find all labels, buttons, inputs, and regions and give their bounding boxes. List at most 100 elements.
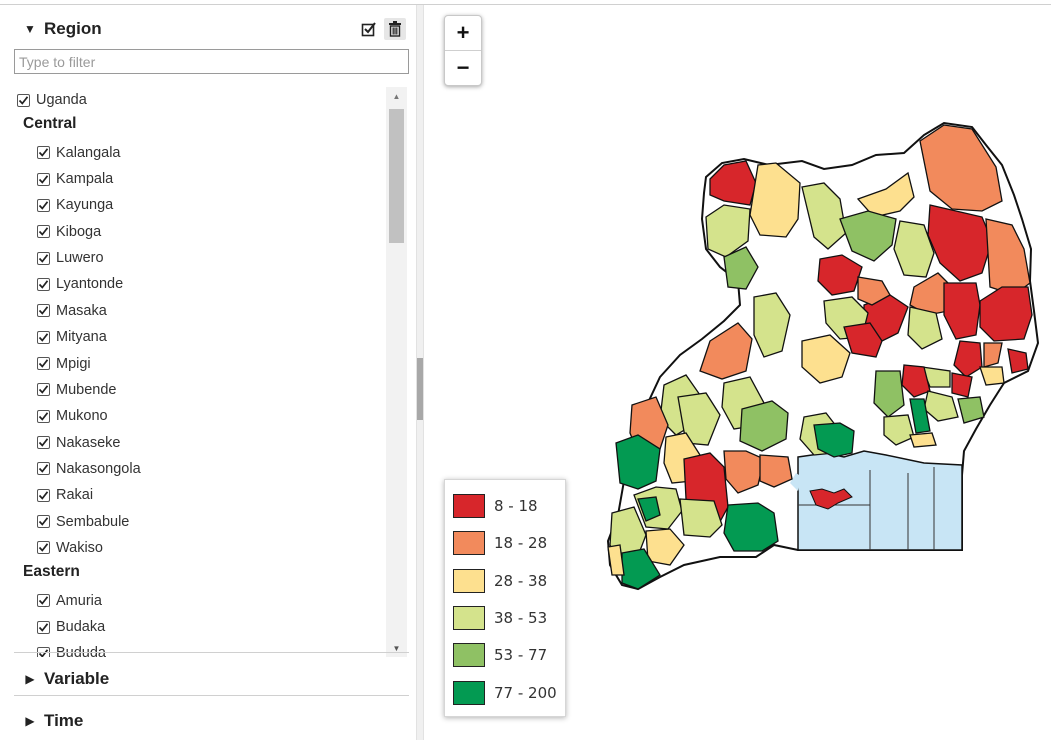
- district-shape[interactable]: [901, 364, 931, 398]
- district-shape[interactable]: [857, 276, 891, 306]
- checkbox[interactable]: [37, 594, 50, 608]
- region-item-lyantonde[interactable]: Lyantonde: [37, 274, 123, 294]
- region-filter-input[interactable]: [14, 49, 409, 74]
- region-item-kampala[interactable]: Kampala: [37, 169, 113, 189]
- scroll-thumb[interactable]: [389, 109, 404, 243]
- region-item-masaka[interactable]: Masaka: [37, 301, 107, 321]
- checkbox[interactable]: [37, 488, 50, 502]
- region-item-mpigi[interactable]: Mpigi: [37, 354, 91, 374]
- district-shape[interactable]: [723, 450, 765, 494]
- checkbox[interactable]: [37, 383, 50, 397]
- checkbox[interactable]: [37, 541, 50, 555]
- legend-swatch: [453, 568, 485, 593]
- checkbox[interactable]: [37, 304, 50, 318]
- region-item-kalangala[interactable]: Kalangala: [37, 143, 121, 163]
- district-shape[interactable]: [753, 292, 791, 358]
- region-group-label: Central: [23, 115, 77, 133]
- scroll-down-arrow-icon[interactable]: ▼: [392, 643, 401, 653]
- region-item-luwero[interactable]: Luwero: [37, 248, 104, 268]
- district-shape[interactable]: [1007, 348, 1029, 374]
- district-shape[interactable]: [723, 246, 759, 290]
- district-shape[interactable]: [801, 334, 851, 384]
- district-shape[interactable]: [893, 220, 935, 278]
- select-all-button[interactable]: [358, 18, 380, 40]
- checkbox[interactable]: [37, 172, 50, 186]
- checkbox[interactable]: [37, 277, 50, 291]
- choropleth-map[interactable]: [424, 5, 1051, 740]
- district-shape[interactable]: [749, 162, 801, 238]
- splitter-handle[interactable]: [417, 358, 423, 420]
- district-shape[interactable]: [839, 210, 897, 262]
- region-item-mityana[interactable]: Mityana: [37, 327, 107, 347]
- region-item-nakaseke[interactable]: Nakaseke: [37, 433, 120, 453]
- district-shape[interactable]: [957, 396, 985, 424]
- checkbox[interactable]: [37, 357, 50, 370]
- checkbox[interactable]: [37, 436, 50, 450]
- district-shape[interactable]: [621, 548, 661, 590]
- region-list-scrollbar[interactable]: ▲ ▼: [386, 87, 407, 657]
- region-section-header[interactable]: ▼ Region: [0, 15, 410, 43]
- checkmark-icon: [38, 491, 49, 500]
- checkbox[interactable]: [37, 330, 50, 344]
- region-item-mubende[interactable]: Mubende: [37, 380, 116, 400]
- district-shape[interactable]: [907, 306, 943, 350]
- district-shape[interactable]: [979, 286, 1033, 342]
- checkbox[interactable]: [37, 620, 50, 634]
- time-section-header[interactable]: ▶ Time: [0, 707, 410, 735]
- clear-selection-button[interactable]: [384, 18, 406, 40]
- district-shape[interactable]: [723, 502, 779, 552]
- district-shape[interactable]: [943, 282, 981, 340]
- region-item-nakasongola[interactable]: Nakasongola: [37, 459, 141, 479]
- district-shape[interactable]: [909, 398, 931, 434]
- district-shape[interactable]: [983, 342, 1003, 368]
- district-shape[interactable]: [679, 498, 723, 538]
- district-shape[interactable]: [843, 322, 883, 358]
- zoom-out-button[interactable]: −: [456, 55, 470, 80]
- district-shape[interactable]: [705, 204, 751, 258]
- checkbox[interactable]: [37, 251, 50, 265]
- region-item-uganda[interactable]: Uganda: [17, 90, 87, 110]
- district-shape[interactable]: [739, 400, 789, 452]
- district-shape[interactable]: [953, 340, 983, 378]
- district-shape[interactable]: [883, 414, 915, 446]
- district-shape[interactable]: [985, 218, 1031, 296]
- district-shape[interactable]: [637, 496, 661, 522]
- district-shape[interactable]: [919, 124, 1003, 212]
- region-item-amuria[interactable]: Amuria: [37, 591, 102, 611]
- region-item-bududa[interactable]: Bududa: [37, 643, 106, 657]
- region-item-kiboga[interactable]: Kiboga: [37, 222, 101, 242]
- region-item-wakiso[interactable]: Wakiso: [37, 538, 103, 558]
- checkbox[interactable]: [37, 225, 50, 239]
- checkbox[interactable]: [37, 515, 50, 529]
- scroll-up-arrow-icon[interactable]: ▲: [392, 91, 401, 101]
- checkmark-icon: [38, 517, 49, 526]
- district-shape[interactable]: [909, 432, 937, 448]
- region-item-label: Kayunga: [56, 197, 114, 214]
- region-item-kayunga[interactable]: Kayunga: [37, 195, 113, 215]
- map-view[interactable]: + − 8 - 18 18 - 28 28 - 38 38 - 53 53 - 77 77…: [424, 5, 1051, 740]
- region-item-label: Uganda: [36, 92, 87, 108]
- checkbox[interactable]: [37, 198, 50, 212]
- checkbox[interactable]: [37, 646, 50, 657]
- region-item-rakai[interactable]: Rakai: [37, 485, 93, 505]
- region-item-mukono[interactable]: Mukono: [37, 406, 108, 426]
- variable-section-header[interactable]: ▶ Variable: [0, 665, 410, 693]
- district-shape[interactable]: [927, 204, 993, 282]
- district-shape[interactable]: [615, 434, 661, 490]
- district-shape[interactable]: [813, 422, 855, 458]
- region-item-sembabule[interactable]: Sembabule: [37, 512, 129, 532]
- region-item-budaka[interactable]: Budaka: [37, 617, 105, 637]
- district-shape[interactable]: [607, 544, 625, 576]
- district-shape[interactable]: [951, 372, 973, 398]
- district-shape[interactable]: [817, 254, 863, 296]
- district-shape[interactable]: [979, 366, 1005, 386]
- legend-entry: 77 - 200: [453, 680, 557, 705]
- checkbox[interactable]: [17, 93, 30, 107]
- district-shape[interactable]: [873, 370, 905, 418]
- checkbox[interactable]: [37, 409, 50, 423]
- district-shape[interactable]: [699, 322, 753, 380]
- district-shape[interactable]: [759, 454, 793, 488]
- checkbox[interactable]: [37, 462, 50, 476]
- zoom-in-button[interactable]: +: [445, 16, 481, 51]
- checkbox[interactable]: [37, 146, 50, 160]
